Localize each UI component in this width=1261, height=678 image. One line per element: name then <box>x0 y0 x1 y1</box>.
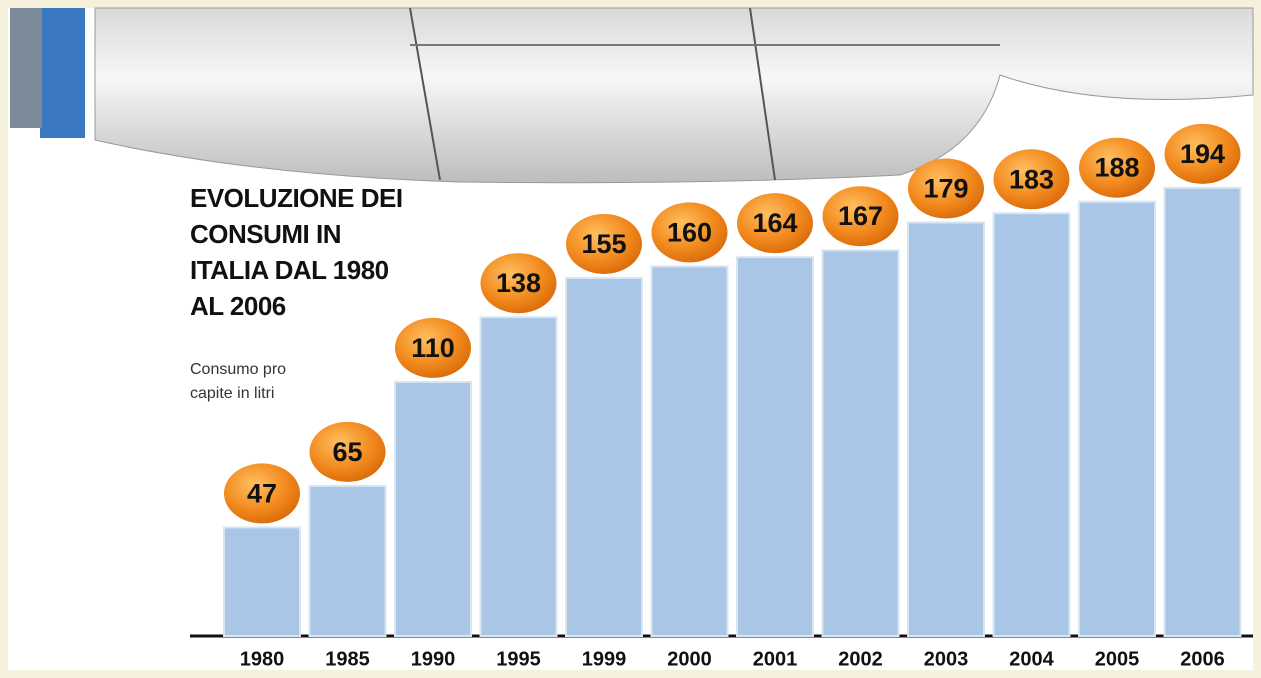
bar <box>1078 200 1156 637</box>
value-label: 155 <box>581 229 626 259</box>
value-badge <box>822 186 899 247</box>
value-label: 179 <box>923 174 968 204</box>
bar <box>1163 186 1242 638</box>
bar <box>821 249 900 637</box>
bar <box>479 316 558 637</box>
value-label: 138 <box>496 268 541 298</box>
bottle-illustration <box>10 7 1254 184</box>
bar <box>907 221 985 637</box>
value-label: 194 <box>1180 139 1225 169</box>
x-tick-label: 2003 <box>924 648 969 670</box>
value-label: 188 <box>1094 153 1139 183</box>
x-tick-label: 2002 <box>838 648 883 670</box>
x-tick-label: 1980 <box>240 648 285 670</box>
value-badge <box>651 202 728 263</box>
value-badge <box>737 193 813 254</box>
x-tick-label: 1995 <box>496 648 541 670</box>
x-tick-label: 1999 <box>582 648 627 670</box>
value-badge <box>566 213 642 274</box>
value-label: 167 <box>838 201 883 231</box>
value-label: 65 <box>332 437 362 467</box>
bar <box>565 276 643 637</box>
value-label: 164 <box>752 208 797 238</box>
value-badge <box>224 463 300 524</box>
bar <box>736 256 814 637</box>
value-label: 160 <box>667 217 712 247</box>
value-badge <box>993 149 1070 210</box>
value-label: 47 <box>247 478 277 508</box>
x-tick-label: 2000 <box>667 648 712 670</box>
bar <box>223 526 301 637</box>
x-tick-label: 2004 <box>1009 648 1054 670</box>
value-badge <box>908 158 984 219</box>
x-tick-label: 2006 <box>1180 648 1225 670</box>
x-tick-label: 1985 <box>325 648 370 670</box>
value-badge <box>480 253 557 314</box>
value-badge <box>1079 137 1155 198</box>
x-tick-label: 2001 <box>753 648 798 670</box>
x-tick-label: 2005 <box>1095 648 1140 670</box>
value-label: 183 <box>1009 164 1054 194</box>
bar <box>394 380 472 637</box>
value-label: 110 <box>411 333 455 363</box>
x-tick-label: 1990 <box>411 648 456 670</box>
value-badge <box>1164 123 1241 184</box>
value-badge <box>395 317 471 378</box>
bar <box>650 265 729 637</box>
chart-subtitle: Consumo pro capite in litri <box>190 361 287 402</box>
bar <box>992 212 1071 638</box>
chart-title: EVOLUZIONE DEI CONSUMI IN ITALIA DAL 198… <box>190 183 403 321</box>
value-badge <box>309 421 386 482</box>
bar <box>308 484 387 637</box>
